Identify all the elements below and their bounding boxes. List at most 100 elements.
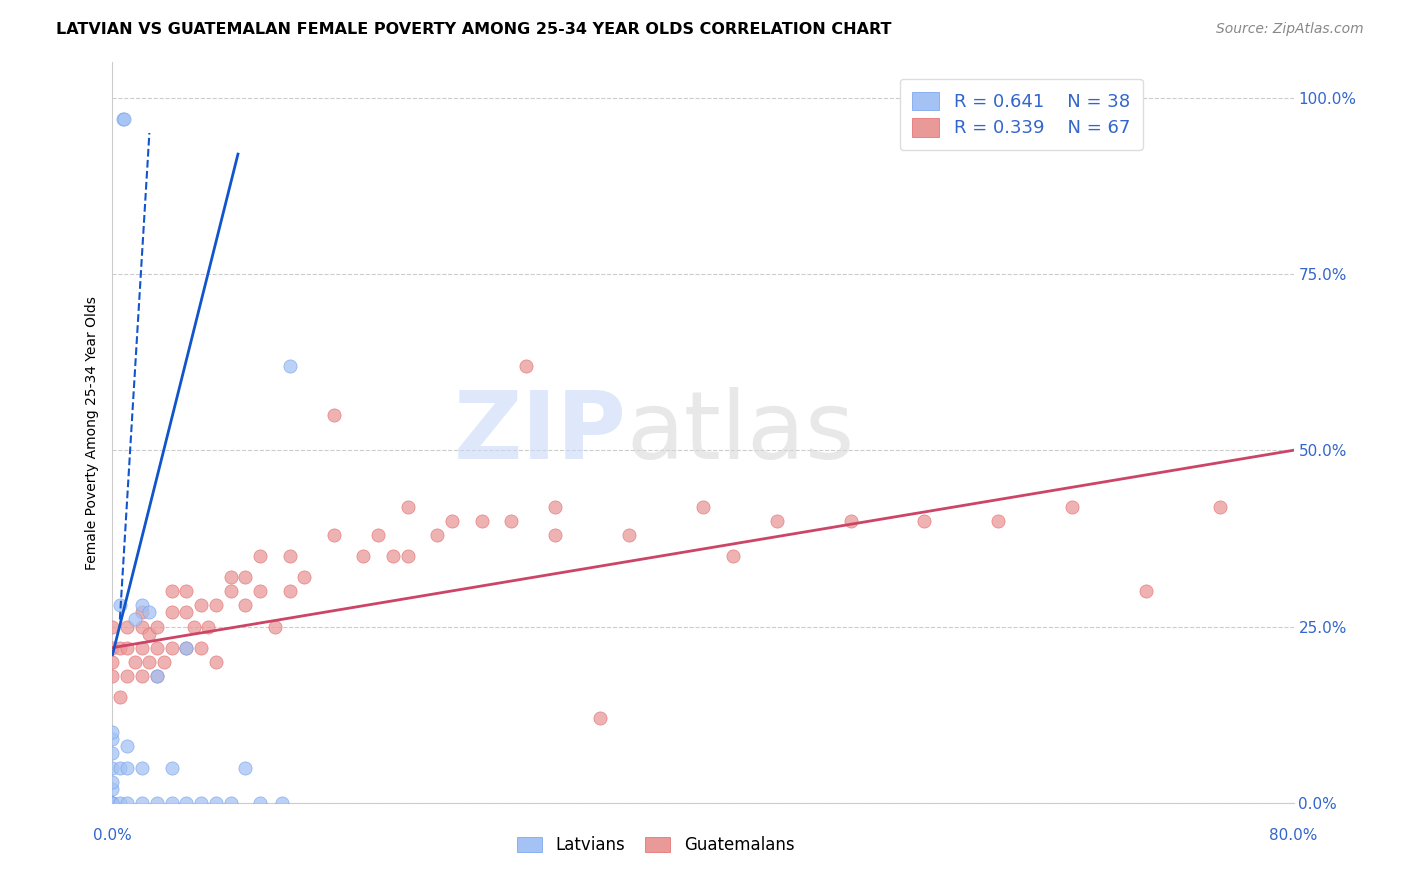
- Point: [101, 774, 124, 789]
- Point: [101, 796, 124, 810]
- Point: [160, 606, 183, 620]
- Point: [249, 796, 271, 810]
- Point: [108, 599, 131, 613]
- Point: [160, 760, 183, 774]
- Point: [619, 528, 641, 542]
- Point: [721, 549, 744, 563]
- Point: [292, 570, 315, 584]
- Point: [101, 640, 124, 655]
- Point: [190, 796, 212, 810]
- Point: [190, 599, 212, 613]
- Text: 80.0%: 80.0%: [1270, 828, 1317, 843]
- Point: [441, 514, 464, 528]
- Point: [839, 514, 862, 528]
- Point: [138, 606, 160, 620]
- Point: [101, 796, 124, 810]
- Point: [382, 549, 405, 563]
- Point: [108, 796, 131, 810]
- Point: [101, 747, 124, 761]
- Point: [205, 796, 228, 810]
- Point: [174, 584, 197, 599]
- Point: [108, 640, 131, 655]
- Point: [117, 669, 138, 683]
- Point: [146, 796, 169, 810]
- Point: [914, 514, 936, 528]
- Point: [174, 796, 197, 810]
- Legend: Latvians, Guatemalans: Latvians, Guatemalans: [510, 830, 801, 861]
- Point: [205, 655, 228, 669]
- Point: [396, 500, 419, 514]
- Point: [138, 626, 160, 640]
- Point: [544, 528, 567, 542]
- Point: [323, 528, 346, 542]
- Point: [101, 796, 124, 810]
- Point: [101, 725, 124, 739]
- Point: [117, 760, 138, 774]
- Point: [101, 655, 124, 669]
- Point: [138, 655, 160, 669]
- Text: ZIP: ZIP: [453, 386, 626, 479]
- Point: [219, 570, 242, 584]
- Text: LATVIAN VS GUATEMALAN FEMALE POVERTY AMONG 25-34 YEAR OLDS CORRELATION CHART: LATVIAN VS GUATEMALAN FEMALE POVERTY AMO…: [56, 22, 891, 37]
- Point: [146, 669, 169, 683]
- Point: [692, 500, 714, 514]
- Point: [146, 619, 169, 633]
- Point: [160, 796, 183, 810]
- Point: [544, 500, 567, 514]
- Point: [108, 760, 131, 774]
- Point: [183, 619, 205, 633]
- Point: [987, 514, 1010, 528]
- Point: [501, 514, 523, 528]
- Point: [160, 584, 183, 599]
- Point: [131, 599, 153, 613]
- Point: [101, 796, 124, 810]
- Point: [101, 781, 124, 796]
- Point: [1135, 584, 1157, 599]
- Point: [131, 796, 153, 810]
- Point: [766, 514, 789, 528]
- Point: [101, 796, 124, 810]
- Point: [323, 408, 346, 422]
- Point: [352, 549, 374, 563]
- Point: [205, 599, 228, 613]
- Point: [426, 528, 449, 542]
- Point: [367, 528, 389, 542]
- Point: [264, 619, 287, 633]
- Point: [160, 640, 183, 655]
- Point: [131, 619, 153, 633]
- Point: [131, 760, 153, 774]
- Point: [153, 655, 176, 669]
- Point: [112, 112, 135, 126]
- Point: [219, 796, 242, 810]
- Point: [117, 619, 138, 633]
- Point: [117, 796, 138, 810]
- Point: [108, 690, 131, 704]
- Point: [117, 739, 138, 754]
- Point: [101, 669, 124, 683]
- Point: [233, 760, 256, 774]
- Point: [278, 359, 301, 373]
- Point: [111, 112, 134, 126]
- Text: 0.0%: 0.0%: [93, 828, 132, 843]
- Point: [197, 619, 219, 633]
- Point: [233, 599, 256, 613]
- Y-axis label: Female Poverty Among 25-34 Year Olds: Female Poverty Among 25-34 Year Olds: [86, 295, 100, 570]
- Point: [131, 606, 153, 620]
- Point: [515, 359, 537, 373]
- Text: atlas: atlas: [626, 386, 855, 479]
- Point: [249, 584, 271, 599]
- Point: [190, 640, 212, 655]
- Point: [1062, 500, 1084, 514]
- Point: [271, 796, 294, 810]
- Point: [131, 640, 153, 655]
- Point: [117, 640, 138, 655]
- Point: [1208, 500, 1232, 514]
- Text: Source: ZipAtlas.com: Source: ZipAtlas.com: [1216, 22, 1364, 37]
- Point: [470, 514, 494, 528]
- Point: [101, 619, 124, 633]
- Point: [278, 584, 301, 599]
- Point: [588, 711, 610, 725]
- Point: [174, 640, 197, 655]
- Point: [146, 669, 169, 683]
- Point: [174, 640, 197, 655]
